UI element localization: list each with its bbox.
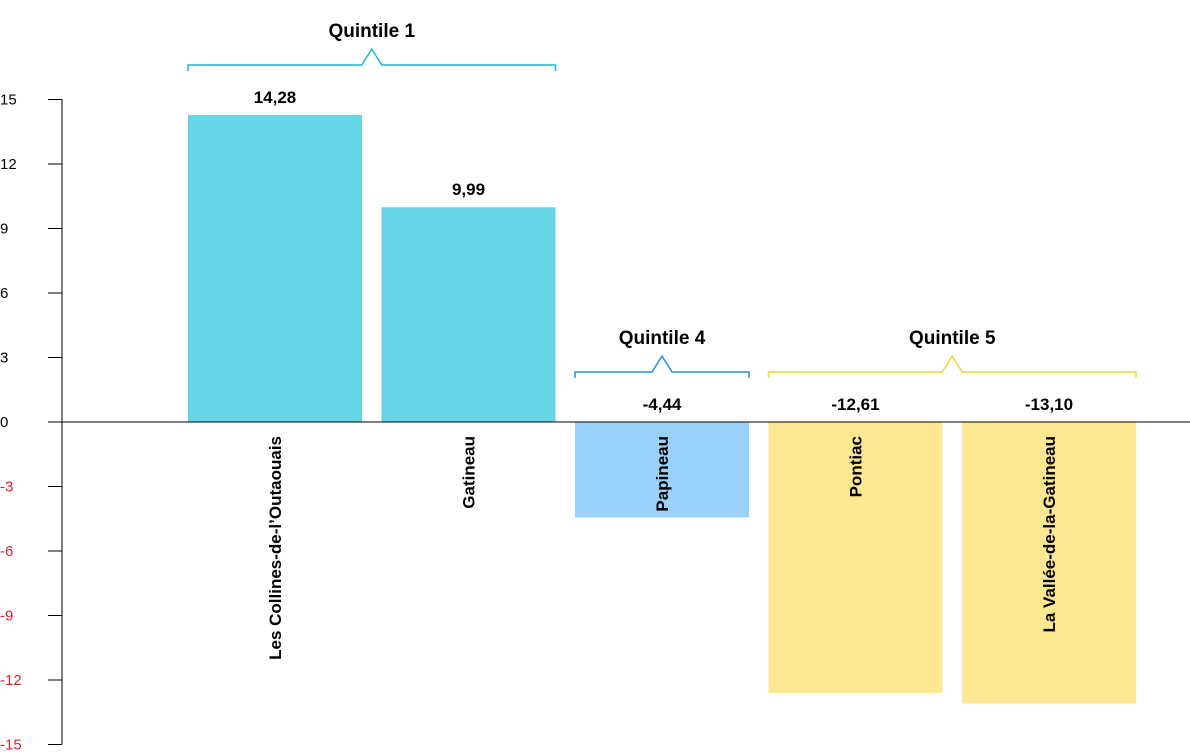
- y-tick-label: 9: [0, 221, 8, 238]
- y-tick-label: 0: [0, 414, 8, 431]
- group-brackets: Quintile 1 Quintile 4 Quintile 5: [187, 21, 1137, 378]
- group-label: Quintile 5: [909, 328, 996, 349]
- value-label: 14,28: [254, 88, 297, 107]
- y-tick-label: -9: [0, 608, 13, 625]
- category-label: Gatineau: [460, 436, 479, 509]
- category-label: Les Collines-de-l’Outaouais: [266, 436, 285, 660]
- bars: [188, 114, 1136, 704]
- group-bracket: [187, 47, 557, 71]
- category-label: La Vallée-de-la-Gatineau: [1040, 436, 1059, 633]
- y-tick-label: 12: [0, 156, 17, 173]
- bar: [381, 207, 556, 422]
- labels: 14,28 9,99 -4,44 -12,61 -13,10 Les Collines-d…: [254, 88, 1073, 660]
- category-label: Pontiac: [847, 436, 866, 497]
- y-tick-label: -12: [0, 672, 22, 689]
- y-tick-label: -3: [0, 479, 13, 496]
- value-label: -13,10: [1025, 395, 1073, 414]
- value-label: 9,99: [452, 180, 485, 199]
- group-label: Quintile 1: [328, 21, 415, 42]
- y-tick-label: 15: [0, 92, 17, 109]
- y-axis: 15 12 9 6 3 0 -3 -6 -9 -12 -15: [0, 92, 1190, 752]
- value-label: -4,44: [643, 395, 682, 414]
- bar: [188, 114, 362, 422]
- bar: [962, 422, 1136, 704]
- group-bracket: [574, 354, 750, 378]
- category-label: Papineau: [653, 436, 672, 512]
- y-tick-label: 3: [0, 350, 8, 367]
- y-tick-label: 6: [0, 285, 8, 302]
- bar: [768, 422, 943, 694]
- group-bracket: [767, 354, 1137, 378]
- value-label: -12,61: [831, 395, 879, 414]
- y-tick-label: -6: [0, 543, 13, 560]
- y-tick-label: -15: [0, 737, 22, 752]
- bar: [575, 422, 749, 518]
- group-label: Quintile 4: [619, 328, 706, 349]
